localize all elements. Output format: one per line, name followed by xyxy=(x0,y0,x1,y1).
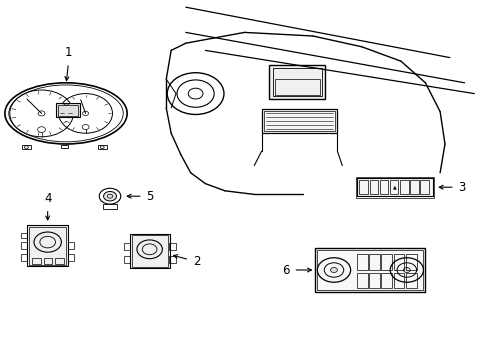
Bar xyxy=(405,273,416,288)
Bar xyxy=(368,273,379,288)
Bar xyxy=(21,233,27,238)
Circle shape xyxy=(330,267,337,273)
Circle shape xyxy=(38,111,45,116)
Bar xyxy=(356,273,367,288)
Bar xyxy=(356,254,367,270)
Text: 4: 4 xyxy=(44,192,51,205)
Bar xyxy=(27,225,68,266)
Text: 2: 2 xyxy=(193,255,200,268)
Bar xyxy=(131,235,167,267)
Bar xyxy=(317,250,423,290)
Bar xyxy=(98,145,106,149)
Circle shape xyxy=(403,267,409,273)
Bar xyxy=(169,256,175,263)
Text: 1: 1 xyxy=(64,46,72,59)
Text: 5: 5 xyxy=(146,190,153,203)
Bar xyxy=(21,254,27,261)
Circle shape xyxy=(82,111,88,116)
Bar xyxy=(399,180,408,194)
Bar xyxy=(261,109,337,133)
Bar xyxy=(369,180,377,194)
Bar xyxy=(409,180,418,194)
Bar xyxy=(393,273,404,288)
Bar xyxy=(43,258,52,264)
Bar xyxy=(264,111,334,131)
Bar xyxy=(315,248,425,292)
Bar xyxy=(103,204,117,209)
Bar xyxy=(389,180,398,194)
Bar xyxy=(379,180,387,194)
Bar xyxy=(268,65,325,99)
Bar xyxy=(68,254,74,261)
Bar xyxy=(56,103,80,117)
Bar xyxy=(29,227,66,265)
Circle shape xyxy=(103,192,116,201)
Bar xyxy=(58,105,78,116)
Bar xyxy=(359,180,367,194)
Bar xyxy=(272,68,321,96)
Bar xyxy=(68,242,74,249)
Bar xyxy=(21,242,27,249)
Bar xyxy=(123,256,130,263)
Bar xyxy=(32,258,41,264)
Bar xyxy=(123,243,130,250)
Bar xyxy=(274,79,320,95)
Bar xyxy=(381,273,391,288)
Bar xyxy=(356,178,432,196)
Bar xyxy=(355,177,433,198)
Bar xyxy=(55,258,64,264)
Text: 6: 6 xyxy=(282,264,289,276)
Bar xyxy=(169,243,175,250)
Bar xyxy=(393,254,404,270)
Bar xyxy=(419,180,428,194)
Bar xyxy=(405,254,416,270)
Bar xyxy=(368,254,379,270)
Bar xyxy=(129,234,169,268)
Bar xyxy=(22,145,31,149)
Bar xyxy=(61,145,68,148)
Text: ▲: ▲ xyxy=(392,185,396,190)
Bar xyxy=(381,254,391,270)
Text: 3: 3 xyxy=(457,181,465,194)
